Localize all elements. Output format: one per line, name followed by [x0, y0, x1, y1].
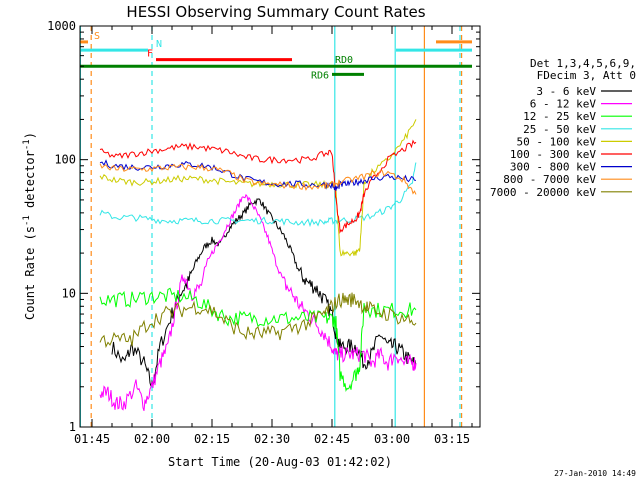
y-label-part-2: detector — [23, 150, 37, 215]
flag-label-rd0: RD0 — [335, 55, 353, 66]
x-tick-label-2: 02:15 — [194, 432, 230, 446]
y-label-sup-2: -1 — [22, 139, 32, 150]
flag-label-s: S — [94, 31, 100, 42]
timestamp: 27-Jan-2010 14:49 — [554, 469, 636, 478]
x-tick-label-5: 03:00 — [374, 432, 410, 446]
y-tick-label-2: 100 — [54, 153, 76, 167]
flag-label-rd6: RD6 — [311, 70, 329, 81]
legend-label-4: 50 - 100 keV — [517, 135, 597, 148]
y-tick-label-3: 1000 — [47, 19, 76, 33]
flag-label-n: N — [156, 39, 162, 50]
series-line-3 — [99, 162, 417, 228]
legend-label-3: 25 - 50 keV — [523, 123, 596, 136]
plot-area: S NF RD0 RD6 — [79, 26, 472, 427]
series-line-8 — [99, 292, 417, 349]
legend-label-0: 3 - 6 keV — [536, 85, 596, 98]
y-axis: 1 10 100 1000 — [47, 19, 480, 434]
x-tick-label-4: 02:45 — [314, 432, 350, 446]
series-line-5 — [99, 139, 417, 234]
chart-title: HESSI Observing Summary Count Rates — [126, 3, 425, 21]
y-tick-label-0: 1 — [69, 420, 76, 434]
y-label-part-1: Count Rate (s — [23, 226, 37, 320]
x-axis-label: Start Time (20-Aug-03 01:42:02) — [168, 455, 392, 469]
legend-label-5: 100 - 300 keV — [510, 148, 596, 161]
y-axis-label: Count Rate (s-1 detector-1) — [22, 132, 37, 320]
series-line-7 — [99, 163, 417, 195]
legend-label-2: 12 - 25 keV — [523, 110, 596, 123]
legend-header-2: FDecim 3, Att 0 — [537, 69, 636, 82]
y-tick-label-1: 10 — [62, 286, 76, 300]
x-axis: 01:45 02:00 02:15 02:30 02:45 03:00 03:15 — [74, 26, 473, 446]
legend-label-7: 800 - 7000 keV — [503, 173, 596, 186]
y-label-sup-1: -1 — [22, 215, 32, 226]
x-tick-label-3: 02:30 — [254, 432, 290, 446]
legend-label-6: 300 - 800 keV — [510, 161, 596, 174]
legend-label-1: 6 - 12 keV — [530, 98, 597, 111]
y-label-part-3: ) — [23, 132, 37, 139]
x-tick-label-1: 02:00 — [134, 432, 170, 446]
series-line-2 — [99, 287, 417, 392]
legend: Det 1,3,4,5,6,9, FDecim 3, Att 0 3 - 6 k… — [490, 57, 636, 199]
x-tick-label-6: 03:15 — [434, 432, 470, 446]
flag-label-f: F — [147, 49, 153, 60]
plot-frame — [79, 25, 481, 428]
x-tick-label-0: 01:45 — [74, 432, 110, 446]
series-line-1 — [99, 193, 417, 411]
legend-header-1: Det 1,3,4,5,6,9, — [530, 57, 636, 70]
legend-label-8: 7000 - 20000 keV — [490, 186, 596, 199]
